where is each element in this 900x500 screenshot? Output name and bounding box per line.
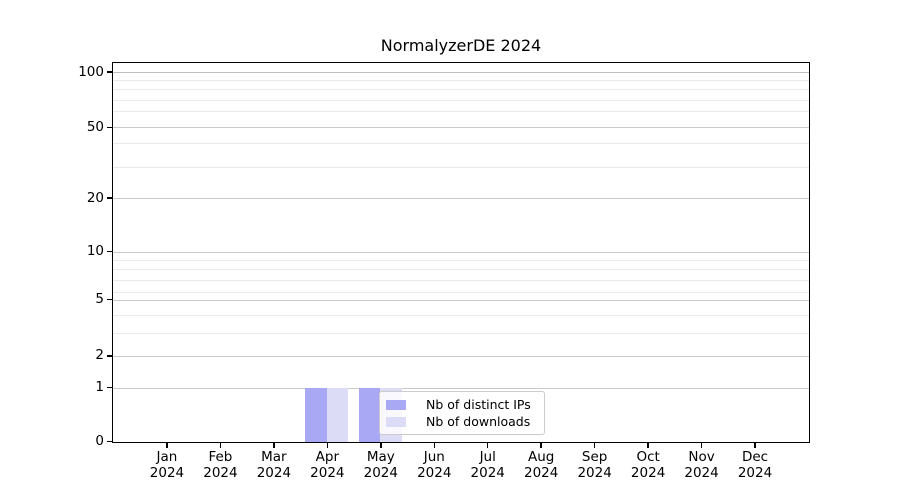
gridline-minor-y70 (113, 99, 809, 101)
chart-title: NormalyzerDE 2024 (380, 36, 542, 55)
xtick-month: Dec (741, 449, 769, 465)
xtick-mark-may (380, 443, 382, 448)
xtick-month: May (366, 449, 395, 465)
xtick-label-sep: Sep 2024 (555, 449, 635, 481)
xtick-month: Jul (479, 449, 496, 465)
ytick-mark-y10 (107, 250, 112, 253)
bar-apr-downloads (326, 388, 349, 442)
gridline-major-y10 (113, 251, 809, 253)
gridline-minor-y6 (113, 291, 809, 293)
ytick-label-y100: 100 (78, 63, 104, 80)
xtick-month: Aug (528, 449, 555, 465)
ytick-label-y50: 50 (86, 118, 104, 135)
xtick-year: 2024 (577, 465, 612, 481)
gridline-major-y50 (113, 127, 809, 129)
ytick-label-y0: 0 (95, 433, 104, 449)
xtick-mark-apr (326, 443, 329, 448)
ytick-mark-y50 (107, 126, 112, 129)
xtick-year: 2024 (470, 465, 505, 481)
xtick-year: 2024 (203, 465, 238, 481)
xtick-month: Feb (208, 449, 233, 465)
gridline-minor-y9 (113, 259, 809, 261)
gridline-minor-y8 (113, 269, 809, 271)
ytick-label-y1: 1 (95, 379, 104, 396)
gridline-minor-y30 (113, 166, 809, 168)
xtick-label-oct: Oct 2024 (608, 449, 688, 481)
xtick-label-aug: Aug 2024 (501, 449, 581, 481)
gridline-major-y100 (113, 72, 809, 74)
xtick-mark-mar (273, 443, 275, 448)
legend-swatch-icon (386, 399, 406, 410)
gridline-minor-y4 (113, 314, 809, 316)
xtick-month: Jan (156, 449, 178, 465)
legend-label: Nb of downloads (426, 414, 531, 429)
gridline-minor-y3 (113, 332, 809, 334)
ytick-mark-y5 (107, 298, 112, 301)
xtick-mark-feb (219, 443, 222, 448)
gridline-minor-y7 (113, 279, 809, 281)
xtick-year: 2024 (524, 465, 559, 481)
ytick-mark-y1 (107, 386, 112, 389)
ytick-mark-y0 (107, 440, 112, 443)
gridline-major-y20 (113, 198, 809, 200)
ytick-mark-y20 (107, 197, 112, 199)
xtick-mark-jun (433, 443, 436, 448)
xtick-mark-sep (593, 443, 596, 448)
plot-area: Nb of distinct IPs Nb of downloads (112, 62, 810, 443)
ytick-label-y2: 2 (95, 347, 104, 364)
ytick-label-y20: 20 (86, 189, 104, 206)
legend-label: Nb of distinct IPs (426, 397, 531, 412)
xtick-label-apr: Apr 2024 (287, 449, 367, 481)
xtick-year: 2024 (256, 465, 292, 481)
legend-row-1: Nb of downloads (386, 413, 537, 430)
xtick-mark-jul (486, 443, 489, 448)
legend: Nb of distinct IPs Nb of downloads (379, 391, 545, 435)
xtick-month: Jun (423, 449, 445, 465)
xtick-mark-dec (754, 443, 756, 448)
xtick-label-feb: Feb 2024 (180, 449, 260, 481)
gridline-minor-y40 (113, 143, 809, 145)
ytick-mark-y100 (107, 71, 112, 73)
ytick-label-y10: 10 (86, 243, 104, 260)
xtick-label-jun: Jun 2024 (394, 449, 474, 481)
ytick-label-y5: 5 (95, 291, 104, 308)
xtick-year: 2024 (630, 465, 666, 481)
xtick-month: Oct (636, 449, 660, 465)
xtick-year: 2024 (310, 465, 345, 481)
gridline-major-y2 (113, 355, 809, 357)
xtick-label-may: May 2024 (341, 449, 421, 481)
xtick-mark-aug (540, 443, 542, 448)
ytick-mark-y2 (107, 355, 112, 357)
legend-row-0: Nb of distinct IPs (386, 396, 537, 413)
xtick-year: 2024 (149, 465, 185, 481)
xtick-label-jul: Jul 2024 (448, 449, 528, 481)
xtick-year: 2024 (737, 465, 773, 481)
xtick-year: 2024 (363, 465, 398, 481)
xtick-label-nov: Nov 2024 (662, 449, 742, 481)
xtick-year: 2024 (684, 465, 719, 481)
gridline-minor-y60 (113, 111, 809, 113)
bar-apr-distinct-ips (305, 388, 327, 442)
xtick-month: Apr (315, 449, 340, 465)
xtick-label-dec: Dec 2024 (715, 449, 795, 481)
legend-swatch-icon (386, 416, 406, 427)
gridline-major-y5 (113, 299, 809, 301)
bar-may-distinct-ips (358, 388, 381, 442)
xtick-month: Sep (581, 449, 608, 465)
xtick-mark-nov (700, 443, 703, 448)
gridline-major-y1 (113, 387, 809, 389)
xtick-year: 2024 (417, 465, 452, 481)
xtick-month: Nov (688, 449, 715, 465)
xtick-label-mar: Mar 2024 (234, 449, 314, 481)
gridline-minor-y80 (113, 89, 809, 91)
xtick-mark-oct (647, 443, 649, 448)
xtick-month: Mar (261, 449, 287, 465)
gridline-minor-y90 (113, 79, 809, 81)
xtick-label-jan: Jan 2024 (127, 449, 207, 481)
xtick-mark-jan (166, 443, 168, 448)
